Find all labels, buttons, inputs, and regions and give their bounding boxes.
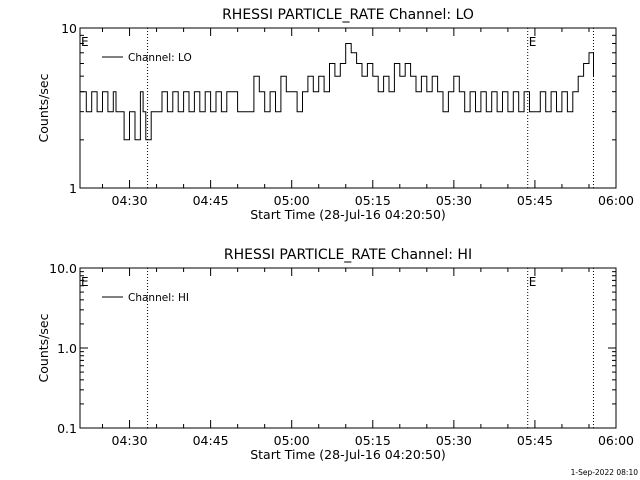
x-tick-label: 04:45 <box>193 193 229 208</box>
x-axis-label: Start Time (28-Jul-16 04:20:50) <box>250 207 446 222</box>
y-axis-label: Counts/sec <box>36 313 51 382</box>
y-axis-label: Counts/sec <box>36 73 51 142</box>
x-tick-label: 05:00 <box>274 193 310 208</box>
x-tick-label: 06:00 <box>598 193 634 208</box>
x-tick-label: 05:30 <box>436 193 472 208</box>
y-tick-label: 10 <box>61 21 77 36</box>
series-line-0 <box>80 43 594 141</box>
event-marker-label: E <box>81 35 89 49</box>
legend-entry: Channel: LO <box>128 52 192 64</box>
x-tick-label: 05:15 <box>355 193 391 208</box>
legend-entry: Channel: HI <box>128 292 189 304</box>
x-tick-label: 05:45 <box>517 193 553 208</box>
x-tick-label: 05:45 <box>517 433 553 448</box>
x-tick-label: 04:30 <box>112 193 148 208</box>
plot-frame <box>79 27 617 189</box>
footer-timestamp: 1-Sep-2022 08:10 <box>571 468 639 477</box>
x-axis-label: Start Time (28-Jul-16 04:20:50) <box>250 447 446 462</box>
chart-title: RHESSI PARTICLE_RATE Channel: HI <box>224 247 472 263</box>
y-tick-label: 1.0 <box>57 341 77 356</box>
y-tick-label: 10.0 <box>49 261 77 276</box>
x-tick-label: 06:00 <box>598 433 634 448</box>
event-marker-label: E <box>529 275 537 289</box>
event-marker-label: E <box>81 275 89 289</box>
y-tick-label: 0.1 <box>57 421 77 436</box>
x-tick-label: 04:30 <box>112 433 148 448</box>
x-tick-label: 05:15 <box>355 433 391 448</box>
x-tick-label: 04:45 <box>193 433 229 448</box>
x-tick-label: 05:00 <box>274 433 310 448</box>
y-tick-label: 1 <box>69 181 77 196</box>
x-tick-label: 05:30 <box>436 433 472 448</box>
event-marker-label: E <box>529 35 537 49</box>
chart-title: RHESSI PARTICLE_RATE Channel: LO <box>222 7 474 23</box>
